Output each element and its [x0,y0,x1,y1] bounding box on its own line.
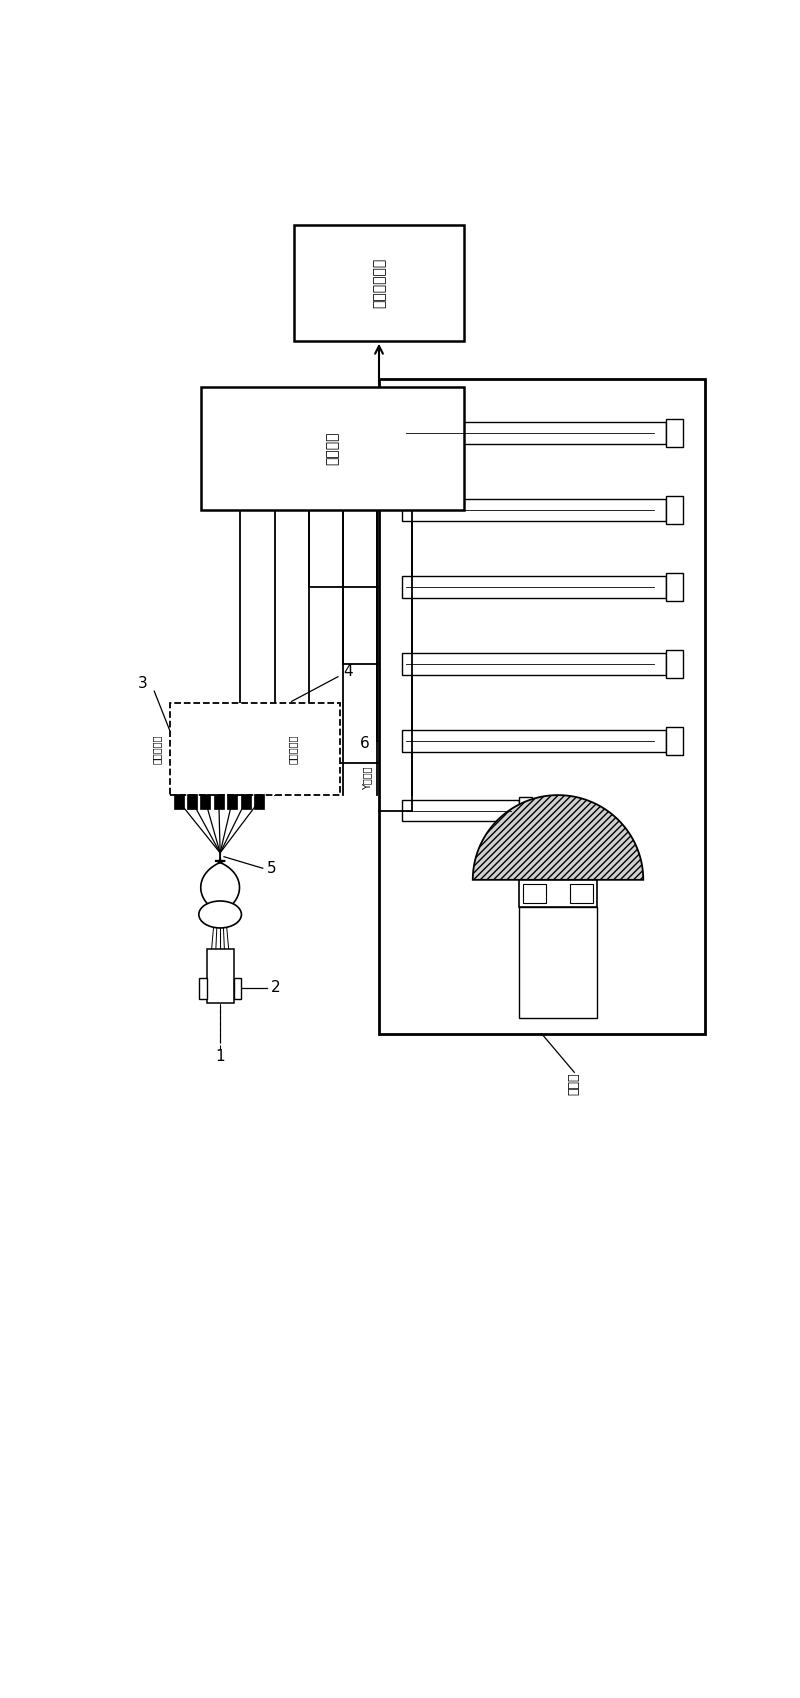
Bar [518,796,533,825]
Bar [666,574,682,601]
Bar [666,650,682,678]
Text: 3: 3 [138,676,147,691]
Bar [206,949,234,1004]
Bar [187,793,197,808]
Bar [570,883,593,903]
Bar [666,419,682,447]
Bar [519,907,597,1019]
Text: 微处理器模块: 微处理器模块 [372,258,386,309]
Text: 光纤耦合器: 光纤耦合器 [287,734,298,764]
Bar [379,379,705,1034]
Bar [402,499,666,521]
Text: 2: 2 [270,980,280,995]
Bar [199,978,206,998]
Bar [174,793,184,808]
Bar [254,793,264,808]
Text: 检测模块: 检测模块 [326,431,339,465]
Text: Y型光纤: Y型光纤 [362,766,372,790]
Bar [294,226,464,341]
Text: 5: 5 [266,861,276,876]
Bar [201,387,464,509]
Bar [402,730,666,752]
Bar [402,800,518,822]
Bar [402,423,666,443]
Bar [170,703,340,795]
Bar [666,727,682,756]
Text: 6: 6 [360,737,370,751]
Text: 1: 1 [215,1049,225,1065]
Text: 4: 4 [291,664,353,701]
Bar [666,496,682,525]
Bar [234,978,242,998]
Bar [402,654,666,676]
Bar [519,880,597,907]
Text: 光纤分路器: 光纤分路器 [152,734,162,764]
Polygon shape [473,795,643,880]
Text: 落出仪: 落出仪 [568,1073,581,1095]
Polygon shape [201,861,239,914]
Bar [402,576,666,598]
Bar [227,793,238,808]
Bar [523,883,546,903]
Bar [214,793,224,808]
Ellipse shape [199,902,242,927]
Bar [201,793,210,808]
Bar [241,793,250,808]
